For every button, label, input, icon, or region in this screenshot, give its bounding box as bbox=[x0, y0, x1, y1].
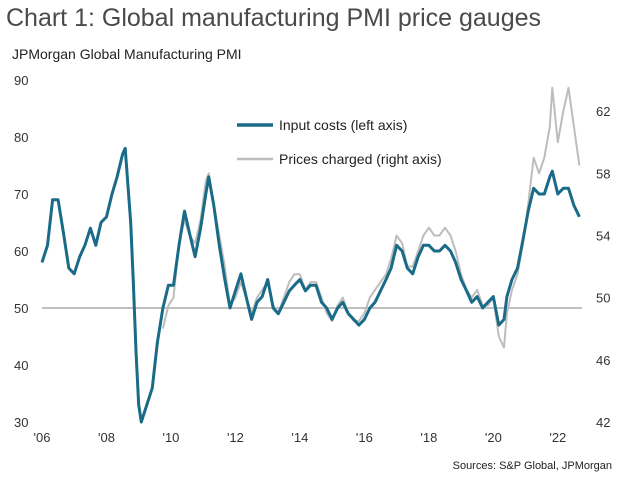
x-axis-tick-label: '16 bbox=[356, 430, 373, 445]
series-line-input-costs bbox=[40, 146, 581, 424]
right-axis-tick-label: 58 bbox=[596, 166, 610, 181]
x-axis-tick-label: '06 bbox=[34, 430, 51, 445]
right-axis-tick-label: 50 bbox=[596, 291, 610, 306]
source-note: Sources: S&P Global, JPMorgan bbox=[452, 460, 612, 472]
left-axis-tick-label: 70 bbox=[14, 187, 28, 202]
left-axis-tick-label: 30 bbox=[14, 415, 28, 430]
legend-label: Input costs (left axis) bbox=[279, 117, 407, 133]
x-axis-tick-label: '12 bbox=[227, 430, 244, 445]
left-axis-tick-label: 80 bbox=[14, 130, 28, 145]
x-axis-tick-label: '14 bbox=[291, 430, 308, 445]
x-axis-tick-label: '18 bbox=[420, 430, 437, 445]
right-axis: 42 46 50 54 58 62 bbox=[596, 104, 610, 430]
right-axis-tick-label: 62 bbox=[596, 104, 610, 119]
chart-title: Chart 1: Global manufacturing PMI price … bbox=[6, 4, 541, 32]
left-axis-tick-label: 60 bbox=[14, 244, 28, 259]
chart-subtitle: JPMorgan Global Manufacturing PMI bbox=[12, 46, 242, 62]
left-axis-tick-label: 90 bbox=[14, 73, 28, 88]
legend-label: Prices charged (right axis) bbox=[279, 151, 442, 167]
series-layer bbox=[40, 86, 581, 424]
x-axis-tick-label: '20 bbox=[485, 430, 502, 445]
left-axis-tick-label: 50 bbox=[14, 301, 28, 316]
left-axis: 30 40 50 60 70 80 90 bbox=[14, 73, 28, 430]
left-axis-tick-label: 40 bbox=[14, 358, 28, 373]
right-axis-tick-label: 46 bbox=[596, 353, 610, 368]
right-axis-tick-label: 42 bbox=[596, 415, 610, 430]
x-axis-tick-label: '22 bbox=[549, 430, 566, 445]
x-axis-tick-label: '10 bbox=[162, 430, 179, 445]
right-axis-tick-label: 54 bbox=[596, 228, 610, 243]
x-axis: '06 '08 '10 '12 '14 '16 '18 '20 '22 bbox=[34, 430, 567, 445]
legend: Input costs (left axis) Prices charged (r… bbox=[237, 117, 442, 167]
x-axis-tick-label: '08 bbox=[98, 430, 115, 445]
